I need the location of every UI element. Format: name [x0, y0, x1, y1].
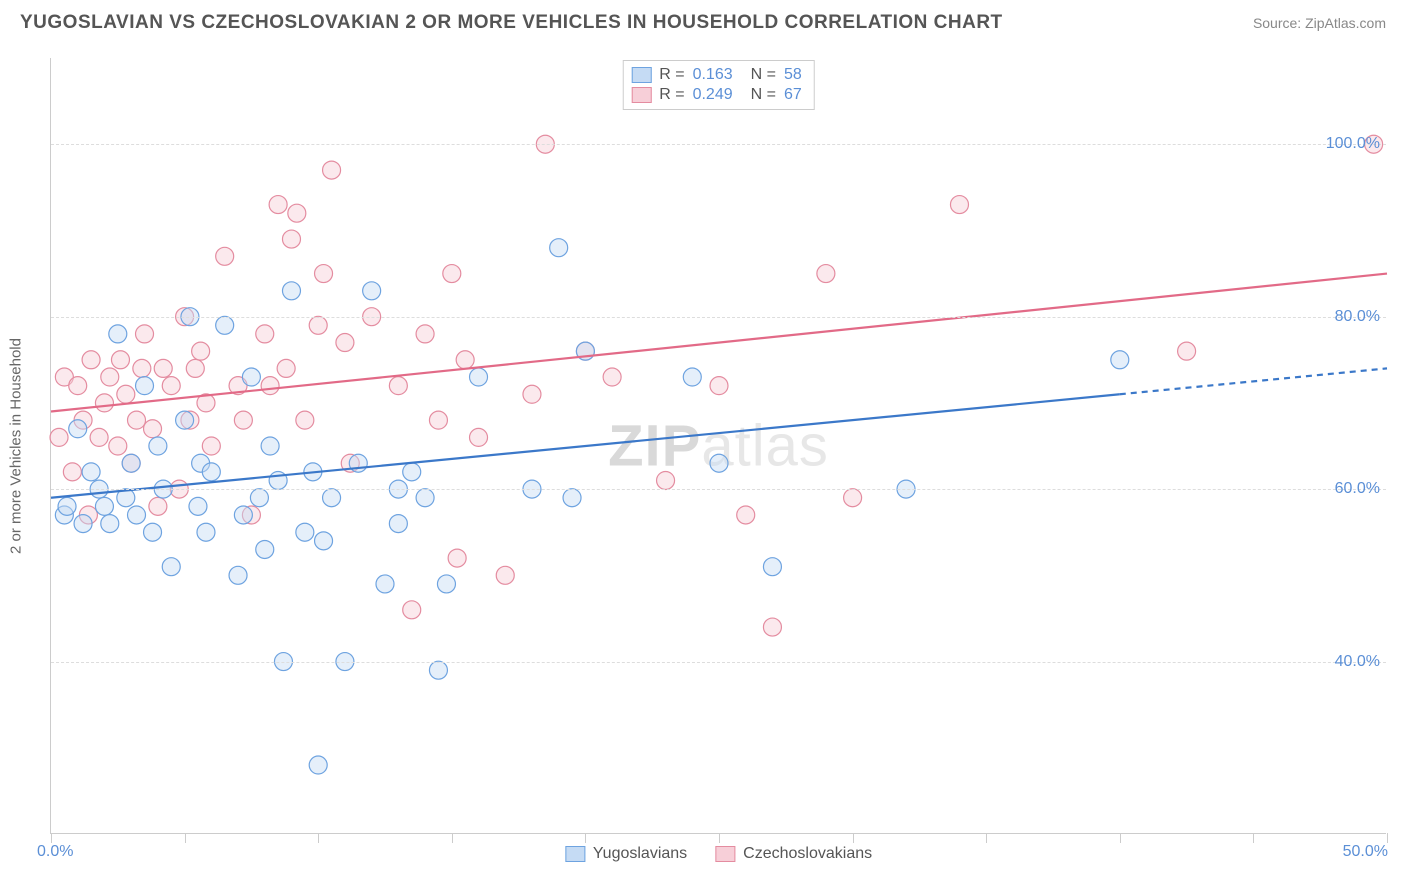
swatch-icon: [715, 846, 735, 862]
legend-row-pink: R = 0.249 N = 67: [631, 85, 802, 105]
swatch-icon: [631, 67, 651, 83]
chart-header: YUGOSLAVIAN VS CZECHOSLOVAKIAN 2 OR MORE…: [0, 0, 1406, 44]
legend-item-czechoslovakians: Czechoslovakians: [715, 845, 872, 863]
correlation-legend: R = 0.163 N = 58 R = 0.249 N = 67: [622, 60, 815, 110]
swatch-icon: [565, 846, 585, 862]
series-legend: Yugoslavians Czechoslovakians: [565, 845, 872, 863]
legend-item-yugoslavians: Yugoslavians: [565, 845, 687, 863]
scatter-chart: ZIPatlas R = 0.163 N = 58 R = 0.249 N = …: [50, 58, 1386, 834]
y-axis-title: 2 or more Vehicles in Household: [8, 338, 25, 554]
legend-row-blue: R = 0.163 N = 58: [631, 65, 802, 85]
y-axis-label: 100.0%: [1326, 135, 1380, 153]
swatch-icon: [631, 87, 651, 103]
x-axis-max-label: 50.0%: [1343, 843, 1388, 861]
chart-title: YUGOSLAVIAN VS CZECHOSLOVAKIAN 2 OR MORE…: [20, 12, 1003, 34]
source-label: Source: ZipAtlas.com: [1253, 15, 1386, 31]
y-axis-label: 80.0%: [1335, 308, 1380, 326]
plot-svg: [51, 58, 1386, 833]
x-axis-min-label: 0.0%: [37, 843, 73, 861]
y-axis-label: 60.0%: [1335, 480, 1380, 498]
y-axis-label: 40.0%: [1335, 653, 1380, 671]
